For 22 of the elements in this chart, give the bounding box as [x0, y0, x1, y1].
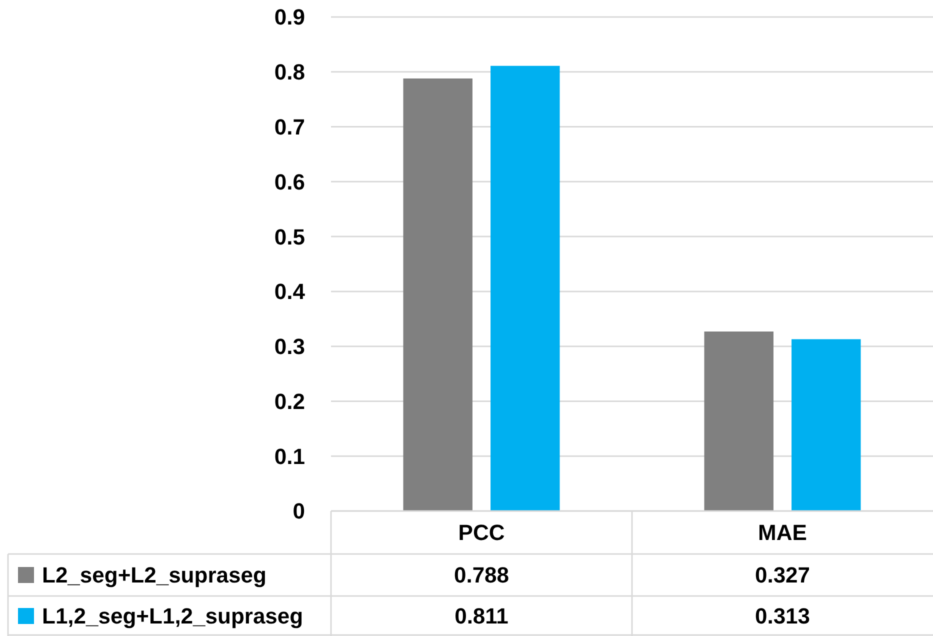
data-label: 0.327: [754, 562, 810, 588]
y-tick-label: 0.1: [274, 444, 305, 469]
data-label: 0.788: [454, 562, 510, 588]
y-tick-label: 0.5: [274, 224, 305, 250]
y-tick-label: 0.6: [274, 169, 305, 194]
y-tick-label: 0.2: [274, 388, 305, 414]
x-tick-label: PCC: [458, 520, 505, 546]
y-tick-label: 0.4: [274, 279, 306, 304]
bar: [792, 339, 861, 511]
x-tick-label: MAE: [758, 520, 807, 546]
bar: [403, 78, 472, 511]
data-label: 0.313: [754, 604, 810, 629]
y-tick-label: 0.3: [274, 334, 305, 360]
legend-label: L2_seg+L2_supraseg: [42, 562, 266, 588]
legend-label: L1,2_seg+L1,2_supraseg: [42, 604, 304, 629]
bar: [704, 332, 774, 511]
y-tick-label: 0.8: [274, 60, 305, 85]
data-label: 0.811: [454, 604, 508, 629]
y-tick-label: 0.7: [274, 114, 305, 140]
bar: [490, 66, 560, 511]
y-tick-label: 0: [292, 498, 305, 524]
y-tick-label: 0.9: [274, 4, 305, 30]
